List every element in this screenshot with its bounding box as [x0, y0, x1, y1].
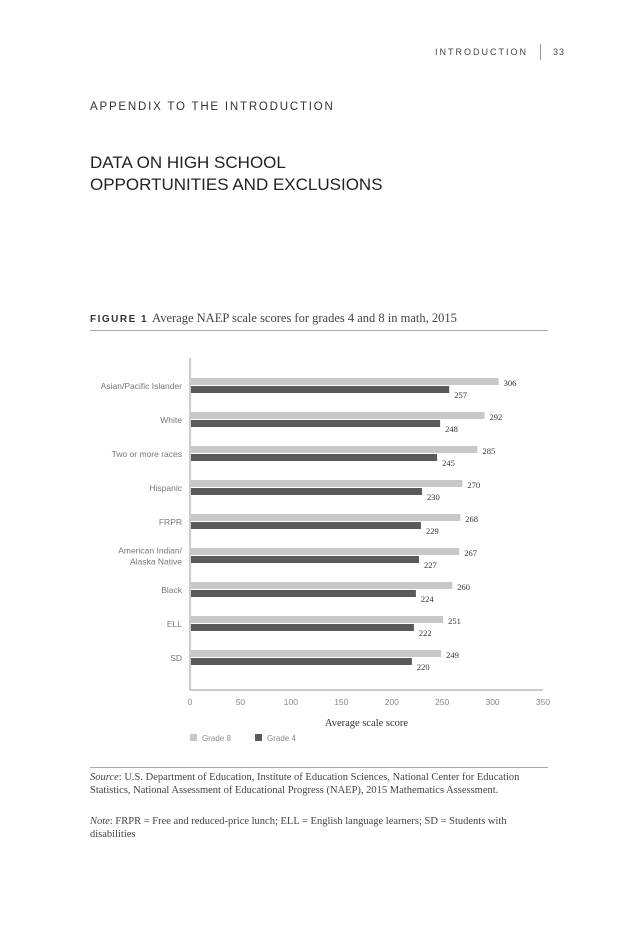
data-label: 267 — [464, 548, 477, 558]
bar-grade-8 — [191, 412, 485, 419]
data-label: 222 — [419, 628, 432, 638]
figure-top-rule — [90, 330, 548, 331]
bar-grade-8 — [191, 514, 461, 521]
title-line-1: DATA ON HIGH SCHOOL — [90, 153, 286, 172]
running-header: INTRODUCTION 33 — [435, 44, 565, 60]
data-label: 260 — [457, 582, 470, 592]
figure-title: FIGURE 1 Average NAEP scale scores for gr… — [90, 311, 457, 326]
category-label: Asian/Pacific Islander — [101, 381, 182, 391]
bar-grade-8 — [191, 650, 442, 657]
bar-grade-8 — [191, 548, 460, 555]
data-label: 306 — [504, 378, 517, 388]
data-label: 292 — [490, 412, 503, 422]
category-label: Alaska Native — [130, 557, 182, 567]
legend-label: Grade 4 — [267, 734, 296, 743]
legend-label: Grade 8 — [202, 734, 231, 743]
note-text: : FRPR = Free and reduced-price lunch; E… — [90, 816, 507, 840]
category-label: White — [160, 415, 182, 425]
data-label: 229 — [426, 526, 439, 536]
page-number: 33 — [552, 47, 565, 57]
data-label: 285 — [482, 446, 495, 456]
figure-bottom-rule — [90, 767, 548, 768]
x-tick-label: 100 — [284, 697, 298, 707]
category-label: American Indian/ — [118, 546, 182, 556]
data-label: 220 — [417, 662, 430, 672]
legend-swatch — [255, 734, 262, 741]
category-label: SD — [170, 653, 182, 663]
bar-grade-4 — [191, 658, 412, 665]
source-note: Source: U.S. Department of Education, In… — [90, 772, 550, 797]
bar-grade-8 — [191, 582, 453, 589]
section-name: INTRODUCTION — [434, 47, 528, 57]
data-label: 270 — [467, 480, 480, 490]
bar-grade-8 — [191, 378, 499, 385]
data-label: 248 — [445, 424, 458, 434]
bar-grade-4 — [191, 624, 414, 631]
data-label: 257 — [454, 390, 467, 400]
note-label: Note — [90, 816, 110, 827]
figure-label: FIGURE 1 — [90, 314, 149, 325]
category-label: Black — [161, 585, 183, 595]
bar-grade-8 — [191, 446, 478, 453]
category-label: ELL — [167, 619, 182, 629]
bar-grade-4 — [191, 590, 416, 597]
bar-grade-8 — [191, 616, 444, 623]
category-label: Hispanic — [149, 483, 182, 493]
note: Note: FRPR = Free and reduced-price lunc… — [90, 816, 550, 841]
data-label: 224 — [421, 594, 435, 604]
x-tick-label: 150 — [334, 697, 348, 707]
data-label: 245 — [442, 458, 455, 468]
source-label: Source — [90, 772, 119, 783]
bar-grade-4 — [191, 454, 438, 461]
x-tick-label: 350 — [536, 697, 550, 707]
appendix-label: APPENDIX TO THE INTRODUCTION — [90, 101, 335, 113]
bar-grade-4 — [191, 488, 422, 495]
page-title: DATA ON HIGH SCHOOL OPPORTUNITIES AND EX… — [90, 152, 490, 196]
x-tick-label: 0 — [188, 697, 193, 707]
category-label: Two or more races — [112, 449, 182, 459]
header-divider — [539, 44, 541, 60]
title-line-2: OPPORTUNITIES AND EXCLUSIONS — [90, 175, 383, 194]
figure-caption: Average NAEP scale scores for grades 4 a… — [152, 311, 457, 325]
bar-grade-4 — [191, 386, 450, 393]
x-tick-label: 250 — [435, 697, 449, 707]
legend-swatch — [190, 734, 197, 741]
x-axis-label: Average scale score — [325, 718, 409, 729]
x-tick-label: 200 — [385, 697, 399, 707]
x-tick-label: 50 — [236, 697, 246, 707]
category-label: FRPR — [159, 517, 182, 527]
data-label: 227 — [424, 560, 437, 570]
source-text: : U.S. Department of Education, Institut… — [90, 772, 520, 796]
bar-grade-4 — [191, 420, 441, 427]
bar-grade-4 — [191, 522, 421, 529]
data-label: 230 — [427, 492, 440, 502]
bar-grade-4 — [191, 556, 419, 563]
data-label: 249 — [446, 650, 459, 660]
data-label: 268 — [465, 514, 478, 524]
bar-grade-8 — [191, 480, 463, 487]
x-tick-label: 300 — [485, 697, 499, 707]
data-label: 251 — [448, 616, 461, 626]
